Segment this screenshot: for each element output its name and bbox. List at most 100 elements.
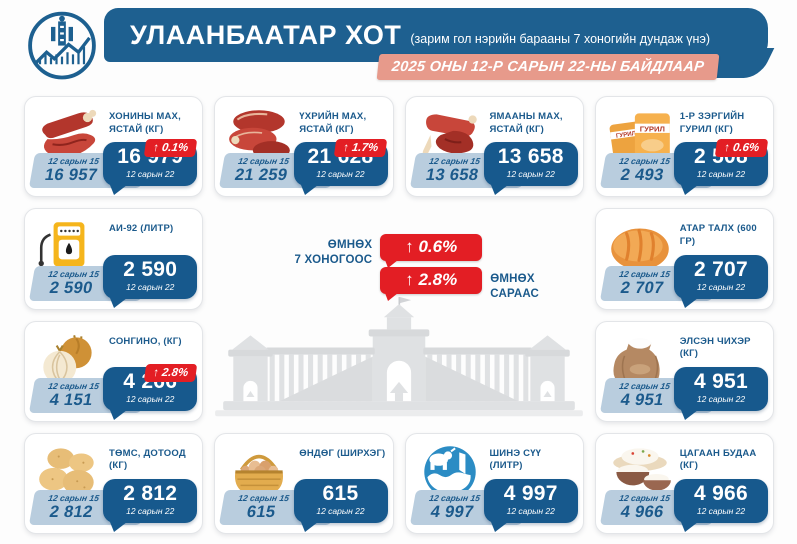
- product-card: ГУРИЛ ГУРИЛ 1-Р ЗЭРГИЙН ГУРИЛ (КГ) ↑ 0.6…: [594, 96, 774, 198]
- product-card: АТАР ТАЛХ (600 ГР) 12 сарын 15 2 707 2 7…: [594, 208, 774, 310]
- previous-date: 12 сарын 15: [618, 268, 671, 279]
- product-title: АТАР ТАЛХ (600 ГР): [679, 223, 757, 247]
- previous-price: 4 966: [618, 503, 665, 521]
- product-grid: ХОНИНЫ МАХ, ЯСТАЙ (КГ) ↑ 0.1% 12 сарын 1…: [24, 96, 774, 534]
- current-date: 12 сарын 22: [696, 506, 746, 516]
- product-card: ӨНДӨГ (ШИРХЭГ) 12 сарын 15 615 615 12 са…: [214, 432, 394, 534]
- current-price: 2 707: [693, 257, 749, 281]
- previous-price: 4 951: [618, 390, 665, 409]
- current-price-bubble: 615 12 сарын 22: [293, 479, 388, 532]
- month-change-label: ӨМНӨХ САРААС: [490, 273, 540, 301]
- current-date: 12 сарын 22: [696, 281, 746, 292]
- date-banner: 2025 ОНЫ 12-Р САРЫН 22-НЫ БАЙДЛААР: [376, 54, 720, 80]
- previous-date: 12 сарын 15: [618, 156, 671, 167]
- previous-price: 2 812: [48, 503, 95, 521]
- product-title: СОНГИНО, (КГ): [109, 335, 182, 347]
- statistics-emblem-icon: [18, 6, 106, 84]
- product-title: ЭЛСЭН ЧИХЭР (КГ): [679, 335, 751, 360]
- current-price: 4 997: [503, 482, 558, 505]
- government-palace-icon: [207, 294, 591, 432]
- previous-price: 4 151: [48, 390, 95, 409]
- product-card: ХОНИНЫ МАХ, ЯСТАЙ (КГ) ↑ 0.1% 12 сарын 1…: [24, 96, 204, 198]
- current-price-bubble: 2 707 12 сарын 22: [674, 254, 768, 308]
- sugar-icon: [604, 329, 676, 393]
- previous-price: 21 259: [233, 166, 290, 185]
- product-title: ӨНДӨГ (ШИРХЭГ): [299, 447, 386, 459]
- week-change-badge: ↑ 0.6%: [380, 234, 483, 269]
- previous-date: 12 сарын 15: [47, 493, 100, 503]
- milk-icon: [414, 441, 486, 505]
- previous-price: 615: [245, 503, 278, 521]
- previous-price: 13 658: [423, 166, 480, 185]
- previous-price: 2 707: [618, 278, 665, 297]
- mutton-icon: [33, 104, 105, 168]
- current-date: 12 сарын 22: [126, 506, 175, 516]
- current-date: 12 сарын 22: [126, 281, 175, 292]
- previous-date: 12 сарын 15: [618, 493, 671, 503]
- current-date: 12 сарын 22: [506, 169, 555, 180]
- svg-text:ГУРИЛ: ГУРИЛ: [615, 130, 636, 140]
- price-change-badge: ↑ 2.8%: [143, 363, 198, 382]
- week-change-label: ӨМНӨХ 7 ХОНОГООС: [294, 239, 373, 267]
- current-date: 12 сарын 22: [696, 169, 746, 180]
- product-title: ҮХРИЙН МАХ, ЯСТАЙ (КГ): [299, 111, 367, 135]
- previous-price: 16 957: [43, 166, 99, 185]
- summary-panel: ӨМНӨХ 7 ХОНОГООС ↑ 0.6% ↑ 2.8% ӨМНӨХ САР…: [214, 208, 584, 422]
- current-price: 615: [322, 482, 359, 505]
- current-price: 2 812: [123, 482, 178, 505]
- previous-date: 12 сарын 15: [237, 493, 291, 503]
- page-subtitle: (зарим гол нэрийн барааны 7 хоногийн дун…: [410, 32, 710, 46]
- current-price-bubble: 4 997 12 сарын 22: [483, 479, 578, 532]
- previous-date: 12 сарын 15: [427, 493, 481, 503]
- month-change-badge: ↑ 2.8%: [380, 267, 483, 302]
- product-card: ҮХРИЙН МАХ, ЯСТАЙ (КГ) ↑ 1.7% 12 сарын 1…: [214, 96, 394, 198]
- current-price-bubble: 13 658 12 сарын 22: [483, 142, 578, 196]
- previous-price: 2 590: [48, 278, 95, 297]
- product-title: ЦАГААН БУДАА (КГ): [679, 447, 757, 472]
- goat-meat-icon: [414, 104, 486, 168]
- current-date: 12 сарын 22: [316, 506, 365, 516]
- product-title: ШИНЭ СҮҮ (ЛИТР): [489, 447, 542, 472]
- price-change-badge: ↑ 0.1%: [143, 139, 198, 157]
- page-title: УЛААНБААТАР ХОТ: [130, 19, 402, 50]
- previous-price: 2 493: [618, 166, 665, 185]
- previous-date: 12 сарын 15: [47, 380, 100, 391]
- current-price-bubble: 2 590 12 сарын 22: [103, 254, 198, 308]
- current-date: 12 сарын 22: [126, 169, 175, 180]
- product-card: СОНГИНО, (КГ) ↑ 2.8% 12 сарын 15 4 151 4…: [24, 320, 204, 422]
- current-price: 4 966: [693, 482, 749, 505]
- current-price-bubble: 2 812 12 сарын 22: [103, 479, 198, 532]
- current-date: 12 сарын 22: [696, 393, 746, 404]
- product-title: ТӨМС, ДОТООД (КГ): [109, 447, 186, 472]
- product-card: ЯМААНЫ МАХ, ЯСТАЙ (КГ) 12 сарын 15 13 65…: [404, 96, 584, 198]
- product-card: ЦАГААН БУДАА (КГ) 12 сарын 15 4 966 4 96…: [594, 432, 774, 534]
- previous-date: 12 сарын 15: [618, 380, 671, 391]
- svg-text:ГУРИЛ: ГУРИЛ: [639, 124, 664, 133]
- product-card: ТӨМС, ДОТООД (КГ) 12 сарын 15 2 812 2 81…: [24, 432, 204, 534]
- current-price: 2 590: [123, 257, 178, 281]
- rice-icon: [604, 441, 676, 505]
- flour-icon: ГУРИЛ ГУРИЛ: [604, 104, 676, 168]
- current-price-bubble: 4 951 12 сарын 22: [674, 366, 768, 420]
- previous-date: 12 сарын 15: [427, 156, 481, 167]
- product-card: АИ-92 (ЛИТР) 12 сарын 15 2 590 2 590 12 …: [24, 208, 204, 310]
- product-title: АИ-92 (ЛИТР): [109, 223, 174, 235]
- current-date: 12 сарын 22: [316, 169, 365, 180]
- previous-price: 4 997: [428, 503, 475, 521]
- previous-date: 12 сарын 15: [47, 156, 100, 167]
- product-title: 1-Р ЗЭРГИЙН ГУРИЛ (КГ): [679, 111, 745, 135]
- previous-date: 12 сарын 15: [237, 156, 291, 167]
- product-title: ХОНИНЫ МАХ, ЯСТАЙ (КГ): [109, 111, 181, 135]
- current-price: 13 658: [497, 145, 564, 169]
- beef-icon: [223, 104, 295, 168]
- title-banner: УЛААНБААТАР ХОТ (зарим гол нэрийн бараан…: [104, 8, 768, 62]
- current-price-bubble: 4 966 12 сарын 22: [674, 479, 768, 532]
- current-date: 12 сарын 22: [506, 506, 555, 516]
- onion-icon: [33, 329, 105, 393]
- bread-icon: [604, 216, 676, 280]
- current-price: 4 951: [693, 369, 749, 393]
- product-card: ЭЛСЭН ЧИХЭР (КГ) 12 сарын 15 4 951 4 951…: [594, 320, 774, 422]
- price-change-badge: ↑ 0.6%: [714, 139, 769, 157]
- previous-date: 12 сарын 15: [47, 268, 100, 279]
